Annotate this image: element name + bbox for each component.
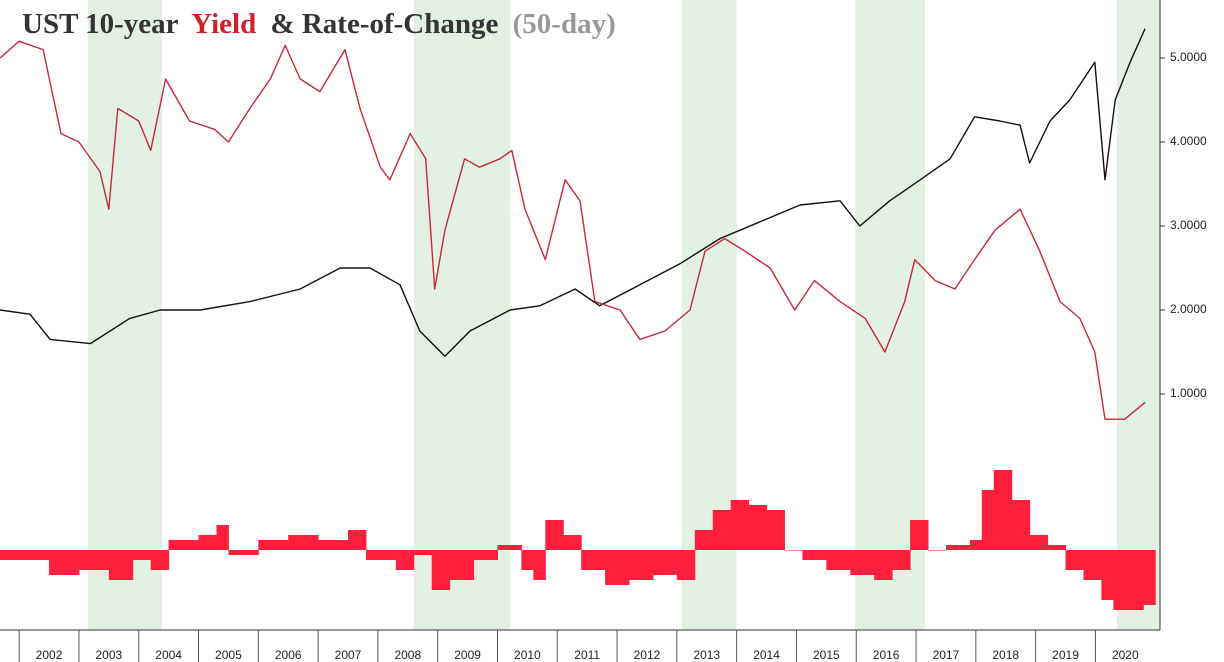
x-tick-label: 2006 xyxy=(275,648,302,662)
roc-bar xyxy=(652,550,678,575)
shaded-band xyxy=(1116,0,1160,630)
x-tick-label: 2017 xyxy=(933,648,960,662)
roc-bar xyxy=(132,550,152,560)
roc-bar xyxy=(676,550,696,580)
roc-bar xyxy=(19,550,50,560)
roc-bar xyxy=(198,535,217,550)
roc-bar xyxy=(228,550,259,555)
shaded-periods xyxy=(87,0,1160,630)
x-tick-label: 2003 xyxy=(95,648,122,662)
roc-bar xyxy=(826,550,851,570)
roc-bar xyxy=(150,550,170,570)
roc-bar xyxy=(533,550,546,580)
roc-bar xyxy=(258,540,289,550)
y-tick-label: 3.0000 xyxy=(1170,218,1207,232)
roc-bar xyxy=(629,550,654,580)
roc-bar xyxy=(413,550,433,555)
roc-bar xyxy=(766,510,785,550)
y-tick-label: 4.0000 xyxy=(1170,134,1207,148)
x-tick-label: 2015 xyxy=(813,648,840,662)
roc-bar xyxy=(993,470,1013,550)
x-tick-label: 2008 xyxy=(394,648,421,662)
chart-title: UST 10-year Yield & Rate-of-Change (50-d… xyxy=(22,8,616,40)
roc-bar xyxy=(0,550,20,560)
x-tick-label: 2014 xyxy=(753,648,780,662)
roc-bar xyxy=(497,545,522,550)
roc-bar xyxy=(348,530,367,550)
x-tick-label: 2011 xyxy=(574,648,600,662)
series-line xyxy=(0,40,1146,420)
roc-bar xyxy=(748,505,768,550)
x-tick-label: 2004 xyxy=(155,648,182,662)
x-tick-label: 2018 xyxy=(992,648,1019,662)
roc-bar xyxy=(802,550,827,560)
roc-bar xyxy=(1065,550,1084,570)
x-tick-label: 2005 xyxy=(215,648,242,662)
roc-bar xyxy=(1083,550,1102,580)
roc-bar xyxy=(431,550,451,590)
roc-bar xyxy=(1131,550,1144,610)
x-tick-label: 2002 xyxy=(36,648,63,662)
shaded-band xyxy=(87,0,163,630)
roc-bar xyxy=(365,550,397,560)
roc-bar xyxy=(605,550,630,585)
y-tick-label: 5.0000 xyxy=(1170,50,1207,64)
roc-bar xyxy=(581,550,606,570)
title-part: (50-day) xyxy=(513,8,616,40)
plot xyxy=(0,28,1156,610)
roc-bar xyxy=(108,550,134,580)
x-tick-label: 2019 xyxy=(1052,648,1079,662)
x-tick-label: 2020 xyxy=(1112,648,1139,662)
roc-bar xyxy=(1113,550,1132,610)
roc-bar xyxy=(1101,550,1114,600)
x-tick-label: 2009 xyxy=(454,648,481,662)
roc-bar xyxy=(1011,500,1031,550)
roc-bar xyxy=(730,500,750,550)
x-tick-label: 2016 xyxy=(873,648,900,662)
title-part: Yield xyxy=(191,8,256,40)
title-part: & Rate-of-Change xyxy=(270,8,498,40)
roc-bar xyxy=(694,530,714,550)
title-part: UST 10-year xyxy=(22,8,179,40)
roc-bar xyxy=(850,550,875,575)
y-tick-label: 2.0000 xyxy=(1170,302,1207,316)
x-tick-label: 2007 xyxy=(335,648,362,662)
roc-bar xyxy=(892,550,911,570)
roc-bar xyxy=(874,550,893,580)
roc-bar xyxy=(969,540,983,550)
y-tick-label: 1.0000 xyxy=(1170,386,1207,400)
roc-bar xyxy=(545,520,564,550)
roc-bar xyxy=(216,525,229,550)
roc-bar xyxy=(712,510,732,550)
roc-bar xyxy=(981,490,995,550)
roc-bar xyxy=(563,535,582,550)
x-tick-label: 2012 xyxy=(634,648,661,662)
roc-bar xyxy=(1047,545,1067,550)
roc-bar xyxy=(288,535,319,550)
x-tick-label: 2010 xyxy=(514,648,541,662)
roc-bar xyxy=(168,540,200,550)
roc-bar xyxy=(473,550,498,560)
roc-bar xyxy=(395,550,415,570)
x-tick-label: 2013 xyxy=(693,648,720,662)
roc-bar xyxy=(318,540,349,550)
roc-bar xyxy=(78,550,110,570)
roc-bar xyxy=(449,550,475,580)
roc-bar xyxy=(945,545,971,550)
roc-bar xyxy=(1029,535,1049,550)
roc-bar xyxy=(1143,550,1156,605)
roc-bar xyxy=(928,550,947,551)
roc-bar xyxy=(784,550,803,551)
series-line xyxy=(0,28,1146,357)
roc-bar xyxy=(910,520,929,550)
roc-bar xyxy=(521,550,534,570)
roc-bar xyxy=(49,550,80,575)
shaded-band xyxy=(413,0,511,630)
